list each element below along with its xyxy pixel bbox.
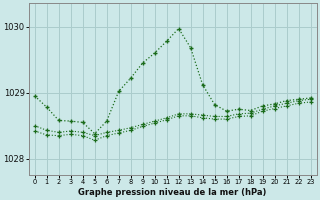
X-axis label: Graphe pression niveau de la mer (hPa): Graphe pression niveau de la mer (hPa) — [78, 188, 267, 197]
